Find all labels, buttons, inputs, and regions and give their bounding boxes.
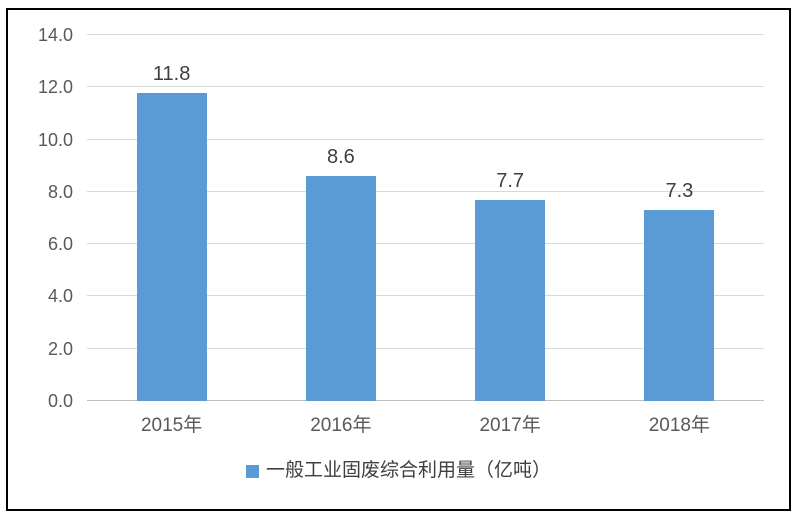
bar-2016年 <box>305 176 376 401</box>
gridline <box>87 34 764 35</box>
x-axis-tick-label: 2017年 <box>479 415 541 436</box>
y-axis-tick-label: 12.0 <box>37 77 73 98</box>
bar-2018年 <box>644 210 715 401</box>
gridline <box>87 190 764 192</box>
y-axis-tick-label: 2.0 <box>47 338 73 359</box>
plot-area: 0.0 2.0 4.0 6.0 8.0 10.0 12.0 14.0 11.8 2015年 8.6 2… <box>38 25 764 436</box>
gridline <box>87 86 764 88</box>
bar-2015年 <box>136 92 207 401</box>
gridline <box>87 295 764 297</box>
x-axis-tick-label: 2016年 <box>310 415 372 436</box>
y-axis-tick-label: 10.0 <box>37 129 73 150</box>
y-axis-tick-label: 8.0 <box>47 181 73 202</box>
y-axis-tick-label: 14.0 <box>37 25 73 45</box>
y-axis-tick-label: 4.0 <box>47 286 73 307</box>
gridline <box>87 347 764 349</box>
legend-series-label: 一般工业固废综合利用量（亿吨） <box>265 460 551 481</box>
y-axis-tick-label: 0.0 <box>47 391 73 411</box>
x-axis-line <box>87 400 764 401</box>
bar-value-label: 11.8 <box>152 62 191 85</box>
legend-marker-swatch <box>245 464 259 478</box>
gridline <box>87 243 764 245</box>
gridline <box>87 138 764 140</box>
bar-value-label: 8.6 <box>326 146 355 169</box>
bar-2017年 <box>475 199 546 401</box>
bar-value-label: 7.7 <box>496 169 525 192</box>
chart-frame: 0.0 2.0 4.0 6.0 8.0 10.0 12.0 14.0 11.8 2015年 8.6 2… <box>6 8 791 511</box>
x-axis-tick-label: 2018年 <box>648 415 711 436</box>
y-axis-tick-label: 6.0 <box>47 234 73 255</box>
chart-legend: 一般工业固废综合利用量（亿吨） <box>8 459 789 483</box>
bar-value-label: 7.3 <box>665 180 694 203</box>
x-axis-tick-label: 2015年 <box>140 415 203 436</box>
